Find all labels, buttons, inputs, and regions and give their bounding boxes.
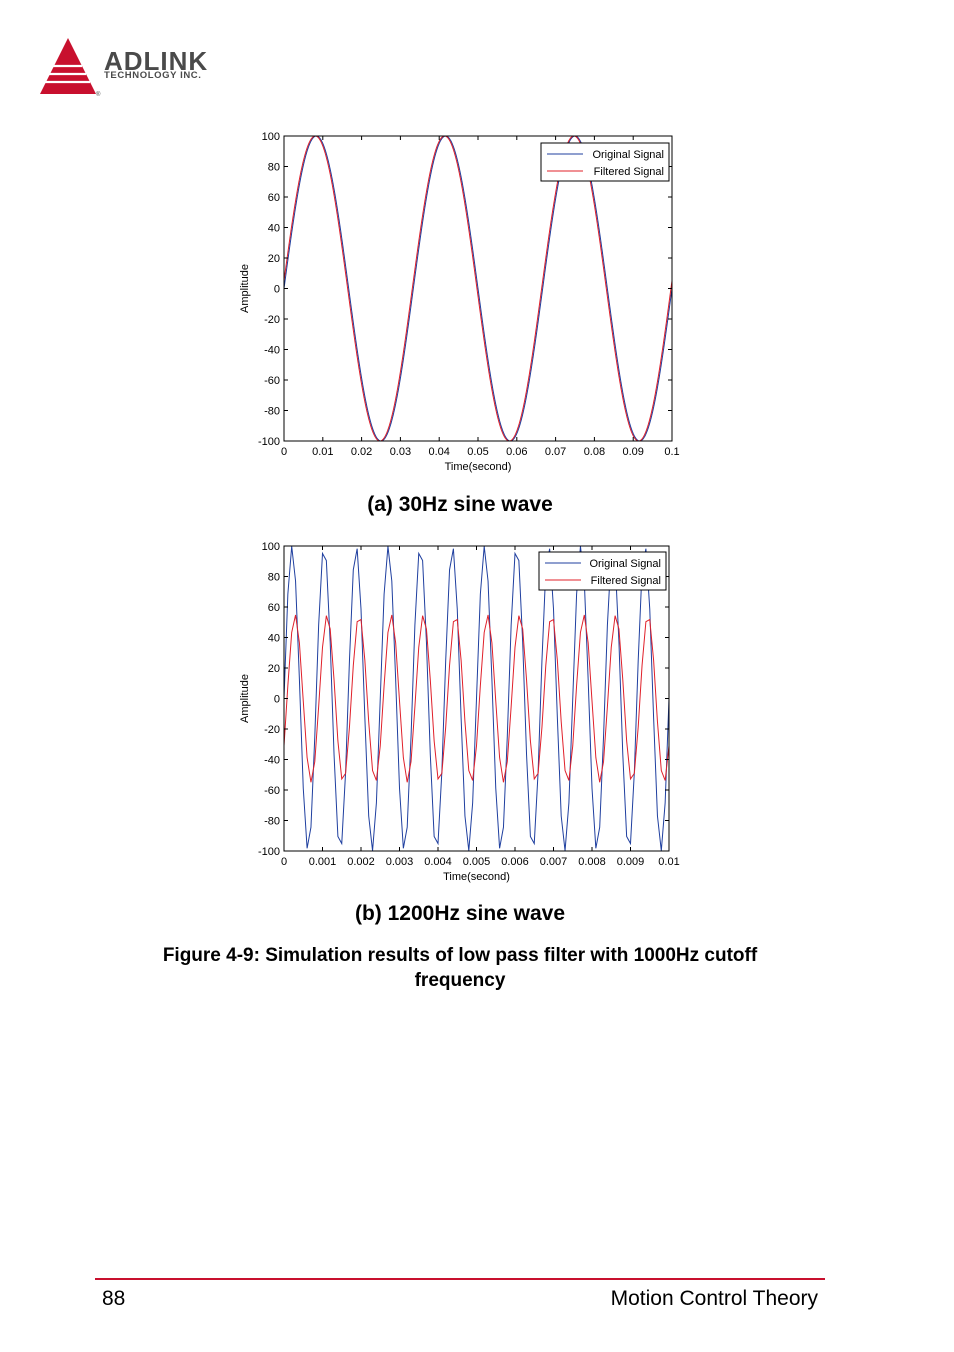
y-tick-label: -100 <box>258 436 280 448</box>
x-tick-label: 0.1 <box>664 446 679 458</box>
x-tick-label: 0.002 <box>347 856 375 868</box>
series-line-original <box>283 546 670 851</box>
y-tick-label: 80 <box>268 572 280 584</box>
y-tick-label: 20 <box>268 253 280 265</box>
caption-b: (b) 1200Hz sine wave <box>354 902 566 925</box>
x-tick-label: 0.005 <box>463 856 491 868</box>
x-tick-label: 0.007 <box>540 856 568 868</box>
x-axis-label: Time(second) <box>445 461 512 473</box>
y-tick-label: -80 <box>264 406 280 418</box>
y-tick-label: 80 <box>268 162 280 174</box>
y-tick-label: -20 <box>264 314 280 326</box>
y-tick-label: 40 <box>268 223 280 235</box>
x-tick-label: 0.01 <box>312 446 333 458</box>
x-tick-label: 0.003 <box>386 856 414 868</box>
x-tick-label: 0.05 <box>467 446 488 458</box>
page-number: 88 <box>102 1287 126 1310</box>
chart-30hz: 0 0.01 0.02 0.03 0.04 0.05 0.06 0.07 0.08 0.09 0.1… <box>230 125 690 475</box>
series-line-filtered <box>283 614 670 783</box>
caption-a: (a) 30Hz sine wave <box>367 493 553 516</box>
x-tick-label: 0.04 <box>428 446 449 458</box>
legend-entry: Original Signal <box>589 558 661 570</box>
legend-box <box>538 551 667 591</box>
x-tick-label: 0 <box>281 856 287 868</box>
y-tick-label: 60 <box>268 192 280 204</box>
x-tick-label: 0.06 <box>506 446 527 458</box>
x-tick-label: 0.008 <box>578 856 606 868</box>
legend-box <box>540 142 670 182</box>
x-tick-label: 0.07 <box>545 446 566 458</box>
y-axis-label: Amplitude <box>239 264 251 313</box>
x-tick-label: 0.02 <box>351 446 372 458</box>
footer-rule <box>95 1278 825 1280</box>
x-tick-label: 0.09 <box>622 446 643 458</box>
y-tick-label: -80 <box>264 816 280 828</box>
y-tick-label: 100 <box>262 131 280 143</box>
legend-entry: Original Signal <box>592 149 664 161</box>
y-tick-label: 20 <box>268 663 280 675</box>
y-tick-label: -40 <box>264 345 280 357</box>
y-tick-label: -60 <box>264 785 280 797</box>
adlink-triangle-icon: ® <box>40 38 101 98</box>
chart-1200hz: 0 0.001 0.002 0.003 0.004 0.005 0.006 0.007 0.00… <box>230 535 690 885</box>
legend: Original Signal Filtered Signal <box>538 551 667 591</box>
chart-1200hz-svg: 0 0.001 0.002 0.003 0.004 0.005 0.006 0.007 0.00… <box>239 541 680 883</box>
x-tick-label: 0.004 <box>424 856 452 868</box>
section-title: Motion Control Theory <box>610 1287 818 1310</box>
legend-entry: Filtered Signal <box>594 166 664 178</box>
x-tick-label: 0.03 <box>390 446 411 458</box>
series-line-filtered <box>283 135 673 442</box>
y-tick-label: -100 <box>258 846 280 858</box>
company-logo: ® ADLINK TECHNOLOGY INC. <box>38 36 238 100</box>
chart-30hz-svg: 0 0.01 0.02 0.03 0.04 0.05 0.06 0.07 0.08 0.09 0.1… <box>239 131 680 473</box>
svg-text:®: ® <box>96 91 101 98</box>
figure-caption-line1: Figure 4-9: Simulation results of low pa… <box>162 945 758 966</box>
y-tick-label: -40 <box>264 755 280 767</box>
figure-caption-line2: frequency <box>414 970 506 991</box>
x-axis-label: Time(second) <box>443 871 510 883</box>
x-tick-label: 0.001 <box>309 856 337 868</box>
brand-name: ADLINK <box>104 46 209 76</box>
brand-tagline: TECHNOLOGY INC. <box>104 70 202 81</box>
y-tick-label: 0 <box>274 694 280 706</box>
y-tick-label: 40 <box>268 633 280 645</box>
x-tick-label: 0.009 <box>617 856 645 868</box>
legend: Original Signal Filtered Signal <box>540 142 670 182</box>
y-axis-label: Amplitude <box>239 674 251 723</box>
y-tick-label: 0 <box>274 284 280 296</box>
figure-caption: Figure 4-9: Simulation results of low pa… <box>130 943 790 993</box>
x-tick-label: 0.006 <box>501 856 529 868</box>
x-tick-label: 0.01 <box>658 856 679 868</box>
y-tick-label: -60 <box>264 375 280 387</box>
x-tick-label: 0 <box>281 446 287 458</box>
legend-entry: Filtered Signal <box>591 575 661 587</box>
series-line-original <box>283 135 673 442</box>
y-tick-label: 100 <box>262 541 280 553</box>
y-tick-label: -20 <box>264 724 280 736</box>
y-tick-label: 60 <box>268 602 280 614</box>
x-tick-label: 0.08 <box>584 446 605 458</box>
